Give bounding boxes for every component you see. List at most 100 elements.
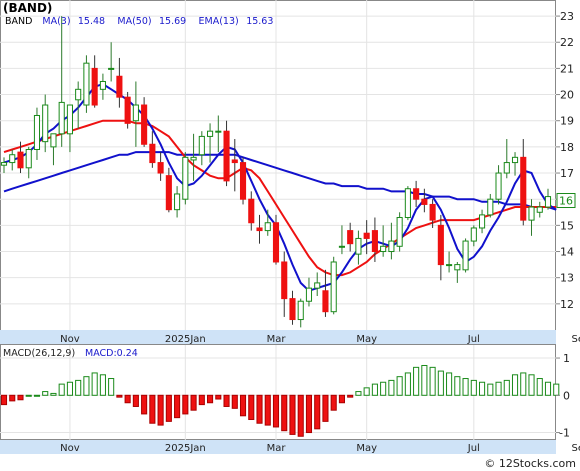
price-y-tick-label: 14 [560, 246, 574, 259]
macd-y-tick-label: 0 [563, 389, 570, 402]
legend-value: 15.69 [159, 16, 186, 27]
candle-body [108, 67, 115, 70]
watermark: © 12Stocks.com [484, 457, 576, 470]
macd-bar [338, 394, 345, 404]
candle-body [421, 198, 428, 205]
candle-body [363, 232, 370, 239]
macd-bar [314, 394, 321, 430]
macd-bar [75, 379, 82, 396]
macd-bar [371, 383, 378, 396]
candle-body [503, 162, 510, 174]
macd-bar [396, 376, 403, 396]
legend-label: MA(50) [117, 16, 151, 27]
x-tick-label-bottom: May [356, 443, 377, 454]
candle-body [165, 175, 172, 211]
candle-body [338, 245, 345, 248]
price-y-tick-label: 12 [560, 298, 574, 311]
macd-bars [0, 364, 560, 437]
candle-body [371, 230, 378, 253]
candle-body [380, 245, 387, 253]
macd-bar [99, 374, 106, 396]
candle-body [322, 290, 329, 313]
macd-bar [355, 391, 362, 396]
last-price-marker: 16 [556, 193, 576, 209]
macd-bar [330, 394, 337, 411]
macd-bar [108, 378, 115, 396]
macd-bar [182, 394, 189, 415]
candle-body [289, 298, 296, 321]
macd-bar [462, 378, 469, 396]
macd-bar [33, 394, 41, 397]
ma-slow-line [3, 119, 557, 277]
macd-bar [132, 394, 139, 407]
macd-bar [487, 383, 494, 396]
price-plot-frame [0, 0, 556, 331]
candle-body [182, 156, 189, 200]
x-tick-label: 2025Jan [165, 334, 206, 345]
candle-body [470, 227, 477, 242]
macd-value: MACD:0.24 [85, 348, 138, 359]
candle-body [198, 135, 205, 156]
macd-bar [248, 394, 255, 421]
macd-bar [9, 394, 16, 402]
macd-bar [413, 366, 420, 396]
macd-bar [495, 381, 502, 396]
candle-body [25, 148, 32, 169]
macd-bar [454, 376, 461, 396]
candle-body [536, 206, 543, 213]
candle-body [91, 67, 98, 106]
candle-body [429, 203, 436, 221]
macd-bar [149, 394, 156, 424]
candle-body [437, 224, 444, 266]
price-y-tick-label: 15 [560, 219, 574, 232]
candle-body [248, 198, 255, 224]
macd-bar [429, 366, 436, 396]
macd-bar [264, 394, 271, 426]
macd-bar [511, 374, 519, 396]
macd-bar [281, 394, 288, 432]
macd-bar [190, 394, 197, 411]
macd-bar [198, 394, 205, 406]
candle-body [511, 156, 519, 164]
candle-body [446, 264, 453, 267]
macd-bar [42, 391, 49, 396]
macd-bar [239, 394, 247, 417]
candle-body [207, 130, 214, 137]
legend-value: 15.48 [78, 16, 105, 27]
macd-bar [322, 394, 329, 422]
macd-bar [404, 372, 411, 396]
candle-body [396, 217, 403, 247]
x-tick-label-bottom: Mar [267, 443, 287, 454]
candle-body [66, 104, 73, 135]
x-tick-label-bottom: Jul [467, 443, 480, 454]
candle-body [413, 188, 420, 200]
macd-bar [215, 394, 222, 400]
macd-bar [363, 387, 370, 396]
last-price-label: 16 [559, 195, 573, 208]
candle-body [99, 80, 106, 90]
x-axis-band [0, 330, 556, 344]
macd-bar [91, 372, 98, 396]
price-y-tick-label: 20 [560, 89, 574, 102]
candle-body [215, 130, 222, 133]
x-tick-label: May [356, 334, 377, 345]
macd-bar [289, 394, 296, 435]
macd-bar [124, 394, 131, 404]
macd-bar [256, 394, 263, 424]
macd-bar [347, 394, 354, 398]
candle-body [256, 227, 263, 232]
candle-body [174, 193, 181, 211]
macd-bar [223, 394, 230, 407]
chart-title: (BAND) [3, 1, 52, 15]
macd-bar [528, 374, 535, 396]
x-axis-bottom-band [0, 440, 556, 454]
macd-bar [553, 383, 560, 396]
candle-body [330, 261, 337, 313]
candle-body [223, 130, 230, 182]
macd-y-ticks: 1 0 -1 [556, 352, 570, 440]
candle-body [190, 156, 197, 161]
candle-body [272, 222, 280, 263]
candle-body [50, 133, 57, 148]
macd-bar [174, 394, 181, 419]
